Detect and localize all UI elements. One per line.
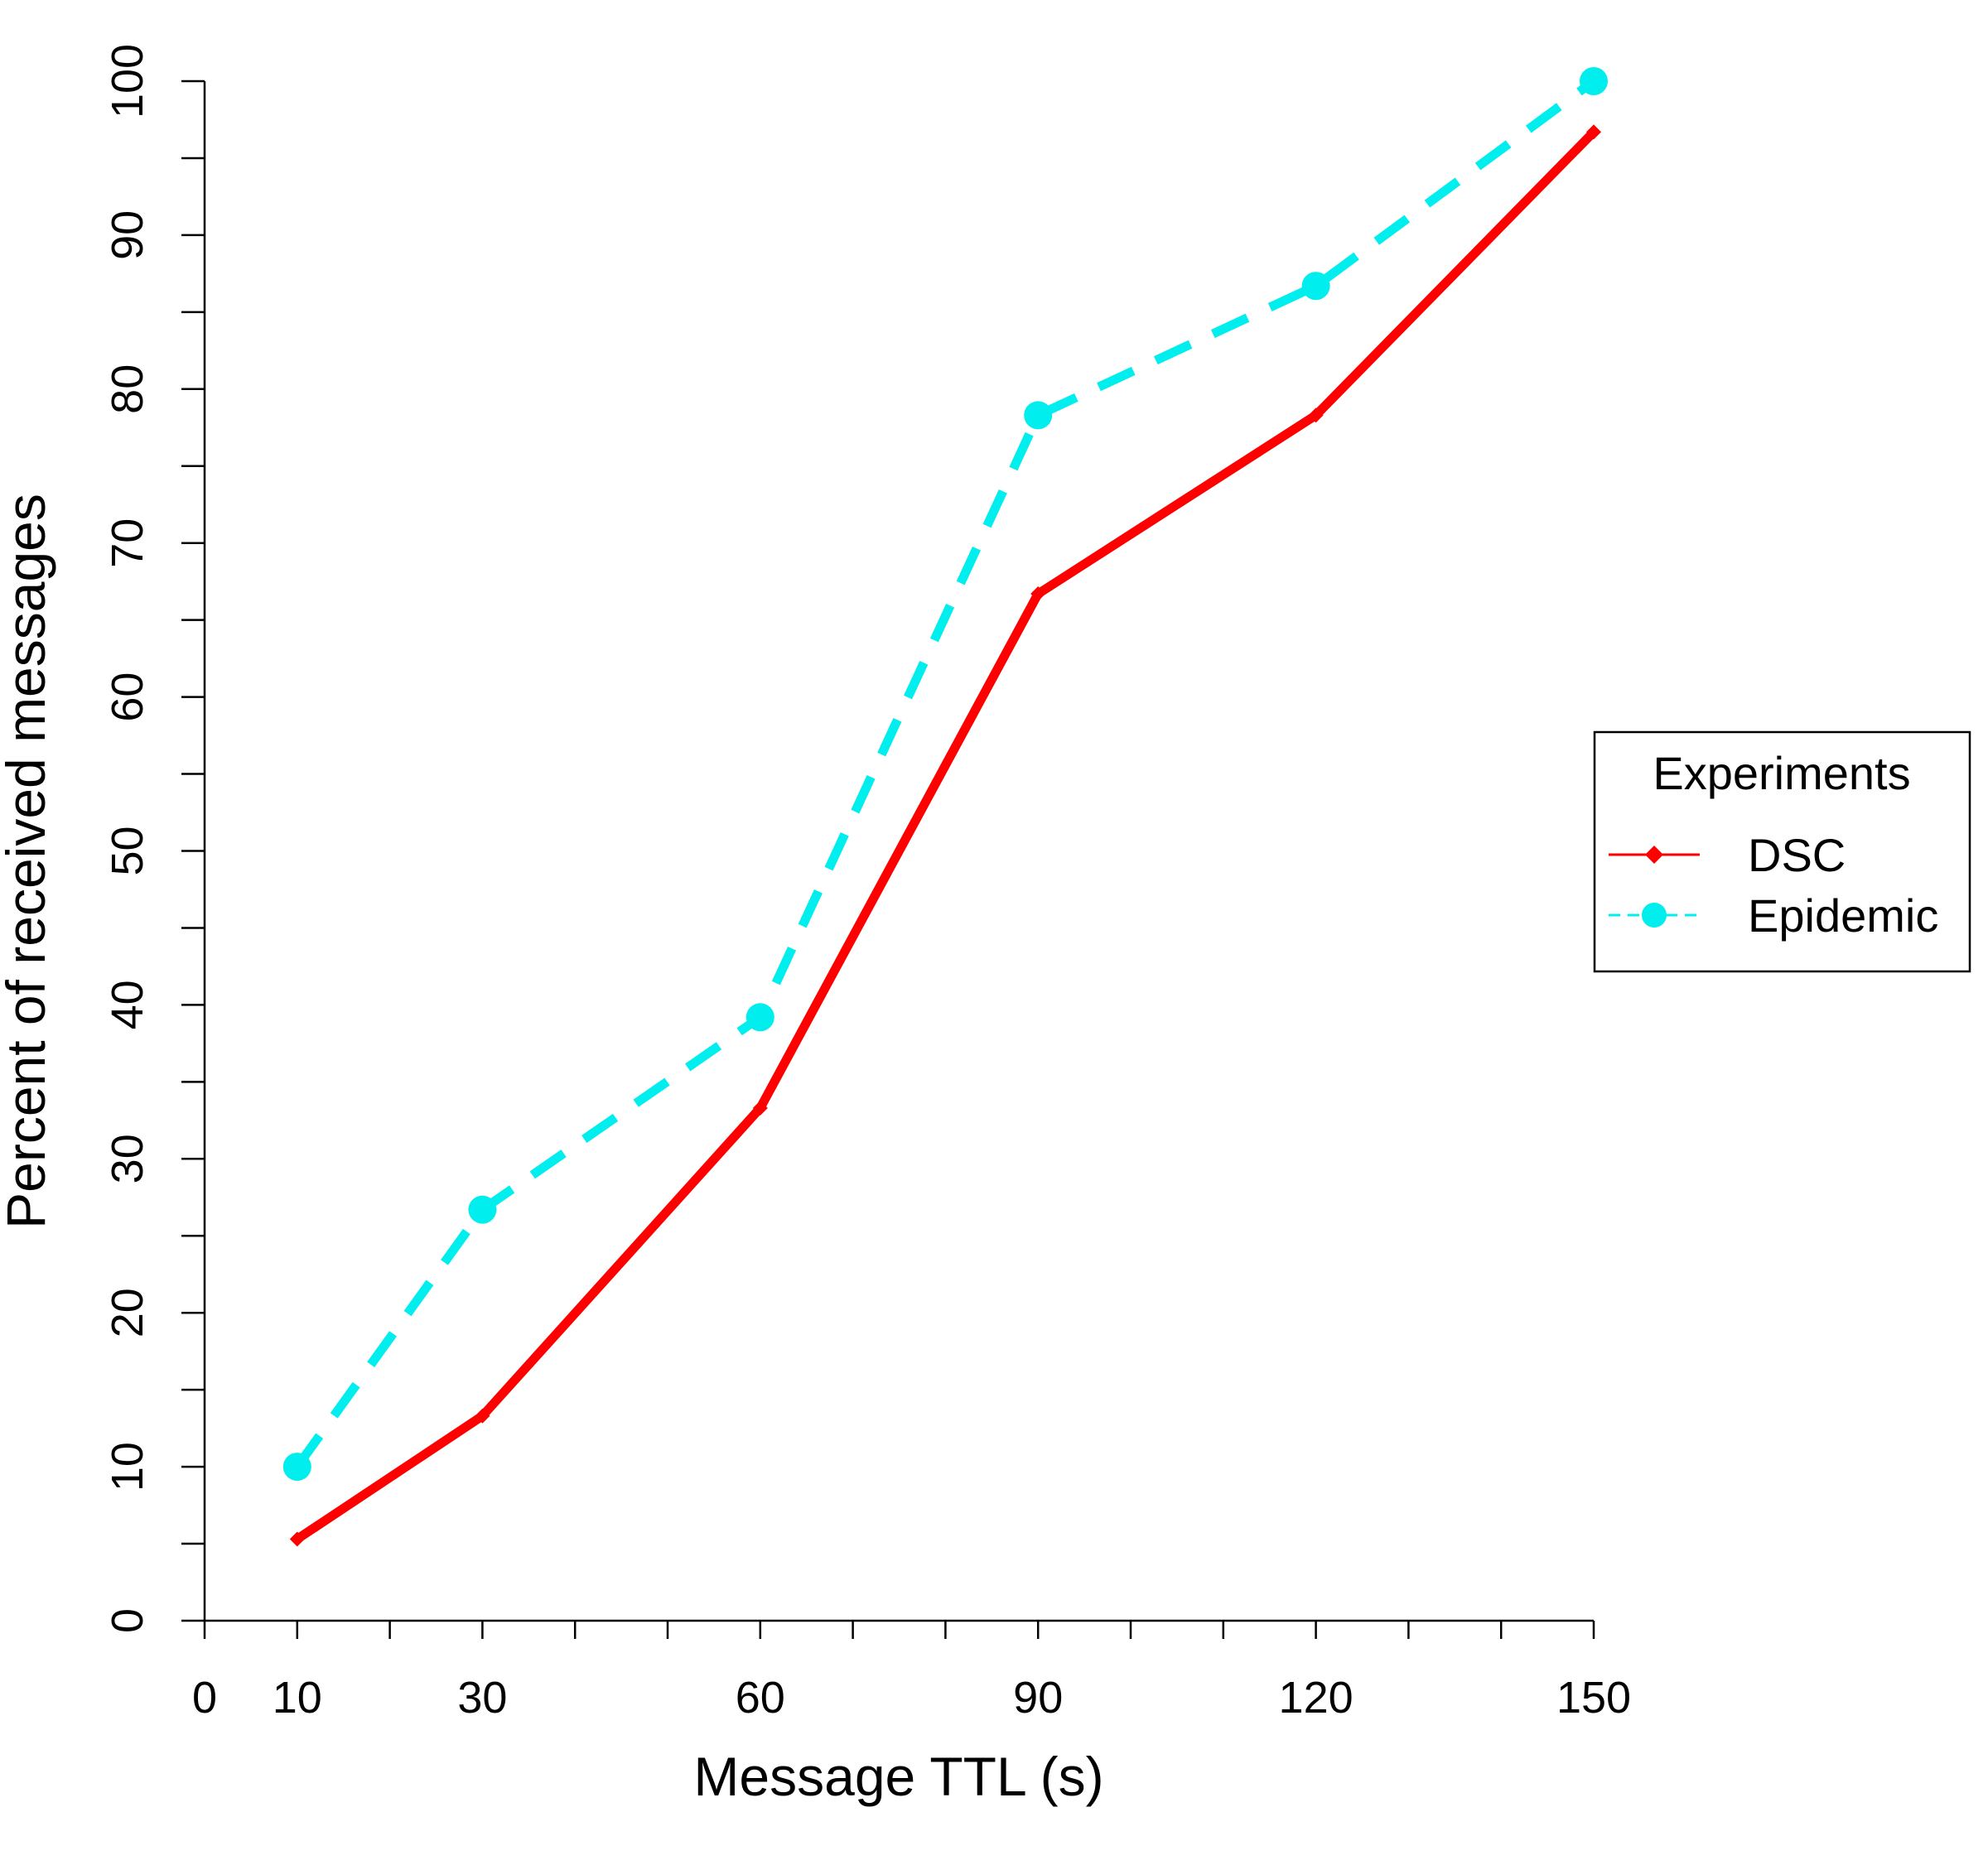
data-point-dsc xyxy=(1030,586,1046,602)
x-tick-label: 60 xyxy=(736,1673,785,1723)
data-point-dsc xyxy=(475,1408,490,1424)
x-tick-label: 90 xyxy=(1013,1673,1063,1723)
x-axis-title: Message TTL (s) xyxy=(693,1746,1103,1807)
y-tick-label: 80 xyxy=(103,364,152,414)
data-point-epidemic xyxy=(468,1195,497,1224)
x-tick-label: 10 xyxy=(273,1673,322,1723)
data-point-epidemic xyxy=(746,1003,774,1032)
y-tick-label: 10 xyxy=(103,1442,152,1492)
data-point-epidemic xyxy=(1580,67,1608,95)
legend-label-epidemic: Epidemic xyxy=(1748,889,1938,942)
legend: Experiments DSC Epidemic xyxy=(1593,730,1971,973)
data-point-dsc xyxy=(289,1531,305,1547)
legend-entry-epidemic: Epidemic xyxy=(1609,889,1938,942)
data-point-dsc xyxy=(1308,407,1324,423)
series-line-dsc xyxy=(294,128,1597,1544)
legend-entries: DSC Epidemic xyxy=(1609,829,1938,942)
y-tick-label: 60 xyxy=(103,672,152,722)
series-dsc xyxy=(289,124,1601,1547)
axes: 0 10 30 60 90 120 150 0 10 20 30 40 50 60 70 80 90 100 xyxy=(103,44,1631,1723)
y-tick-label: 40 xyxy=(103,980,152,1029)
x-tick-label: 30 xyxy=(457,1673,507,1723)
y-tick-label: 70 xyxy=(103,518,152,568)
y-tick-label: 90 xyxy=(103,210,152,260)
legend-marker-epidemic xyxy=(1642,903,1667,928)
y-axis-title: Percent of received messages xyxy=(0,494,56,1229)
x-tick-label: 0 xyxy=(192,1673,217,1723)
y-tick-label: 30 xyxy=(103,1134,152,1183)
y-tick-label: 0 xyxy=(103,1608,152,1633)
data-point-epidemic xyxy=(1301,272,1330,301)
y-tick-label: 50 xyxy=(103,826,152,875)
data-point-epidemic xyxy=(282,1453,311,1482)
legend-title: Experiments xyxy=(1653,747,1910,799)
y-tick-label: 100 xyxy=(103,44,152,118)
data-point-dsc xyxy=(1586,124,1601,140)
series-layer xyxy=(282,67,1608,1547)
legend-label-dsc: DSC xyxy=(1748,829,1846,881)
data-point-epidemic xyxy=(1024,401,1053,430)
series-epidemic xyxy=(282,67,1608,1482)
x-tick-label: 120 xyxy=(1279,1673,1353,1723)
data-point-dsc xyxy=(752,1100,768,1116)
legend-entry-dsc: DSC xyxy=(1609,829,1846,881)
legend-marker-dsc xyxy=(1645,846,1663,864)
series-line-epidemic xyxy=(293,77,1597,1470)
y-tick-label: 20 xyxy=(103,1288,152,1337)
x-tick-label: 150 xyxy=(1556,1673,1631,1723)
